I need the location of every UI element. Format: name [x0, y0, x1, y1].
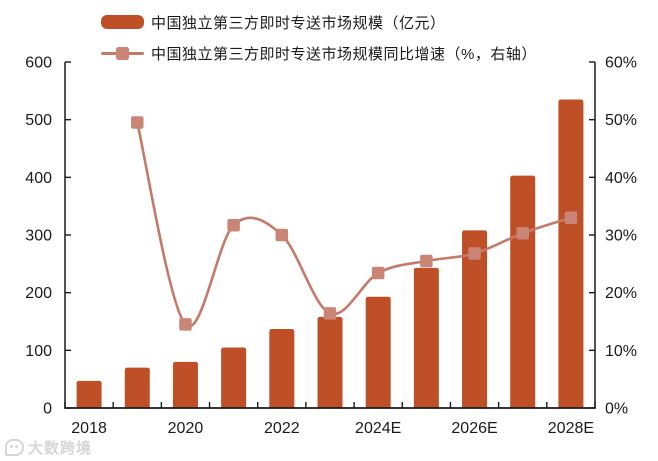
y-left-tick-label: 600	[25, 55, 52, 72]
watermark-logo-icon	[5, 439, 24, 456]
y-right-tick-label: 40%	[605, 170, 637, 187]
bar-2023	[317, 316, 343, 408]
y-right-tick-label: 0%	[605, 401, 628, 418]
bar-2028E	[558, 99, 584, 408]
marker-2020	[179, 318, 192, 331]
y-right-tick-label: 50%	[605, 112, 637, 129]
y-left-tick-label: 200	[25, 285, 52, 302]
marker-2026E	[468, 247, 481, 260]
watermark: 大数跨境	[5, 437, 92, 458]
bar-2026E	[462, 230, 488, 408]
bar-2022	[269, 328, 295, 408]
bar-2019	[124, 367, 150, 408]
x-tick-label: 2020	[168, 420, 204, 437]
marker-2024E	[371, 266, 385, 280]
marker-2023	[323, 307, 337, 320]
x-tick-label: 2026E	[451, 420, 497, 437]
bar-2018	[76, 380, 102, 408]
marker-2021	[227, 218, 240, 232]
marker-2027E	[516, 227, 529, 240]
legend-line-swatch-icon	[101, 46, 144, 60]
y-right-tick-label: 30%	[605, 228, 637, 245]
y-left-tick-label: 300	[25, 228, 52, 245]
marker-2019	[131, 116, 144, 129]
x-tick-label: 2022	[264, 420, 300, 437]
watermark-text: 大数跨境	[28, 440, 93, 457]
y-left-tick-label: 100	[25, 343, 52, 360]
legend-item-market-size: 中国独立第三方即时专送市场规模（亿元）	[101, 15, 537, 32]
x-tick-label: 2024E	[355, 420, 401, 437]
marker-2022	[275, 228, 289, 242]
y-right-tick-label: 10%	[605, 343, 637, 360]
marker-2028E	[564, 211, 578, 224]
marker-2025E	[420, 254, 433, 268]
bar-2021	[221, 347, 247, 408]
bar-2020	[172, 361, 198, 408]
x-tick-label: 2028E	[548, 420, 594, 437]
y-left-tick-label: 0	[43, 401, 52, 418]
y-left-tick-label: 500	[25, 112, 52, 129]
bar-2025E	[413, 267, 439, 408]
bar-2024E	[365, 296, 391, 408]
legend-growth-rate-label: 中国独立第三方即时专送市场规模同比增速（%，右轴）	[151, 45, 537, 63]
legend-item-growth-rate: 中国独立第三方即时专送市场规模同比增速（%，右轴）	[101, 46, 537, 63]
growth-line	[135, 121, 573, 328]
legend-line-marker-icon	[116, 46, 129, 60]
y-right-tick-label: 60%	[605, 55, 637, 72]
y-left-tick-label: 400	[25, 170, 52, 187]
legend: 中国独立第三方即时专送市场规模（亿元） 中国独立第三方即时专送市场规模同比增速（…	[101, 15, 537, 63]
legend-bar-swatch-icon	[101, 15, 144, 29]
legend-market-size-label: 中国独立第三方即时专送市场规模（亿元）	[151, 14, 446, 32]
y-right-tick-label: 20%	[605, 285, 637, 302]
x-tick-label: 2018	[71, 420, 107, 437]
bar-2027E	[510, 175, 536, 408]
